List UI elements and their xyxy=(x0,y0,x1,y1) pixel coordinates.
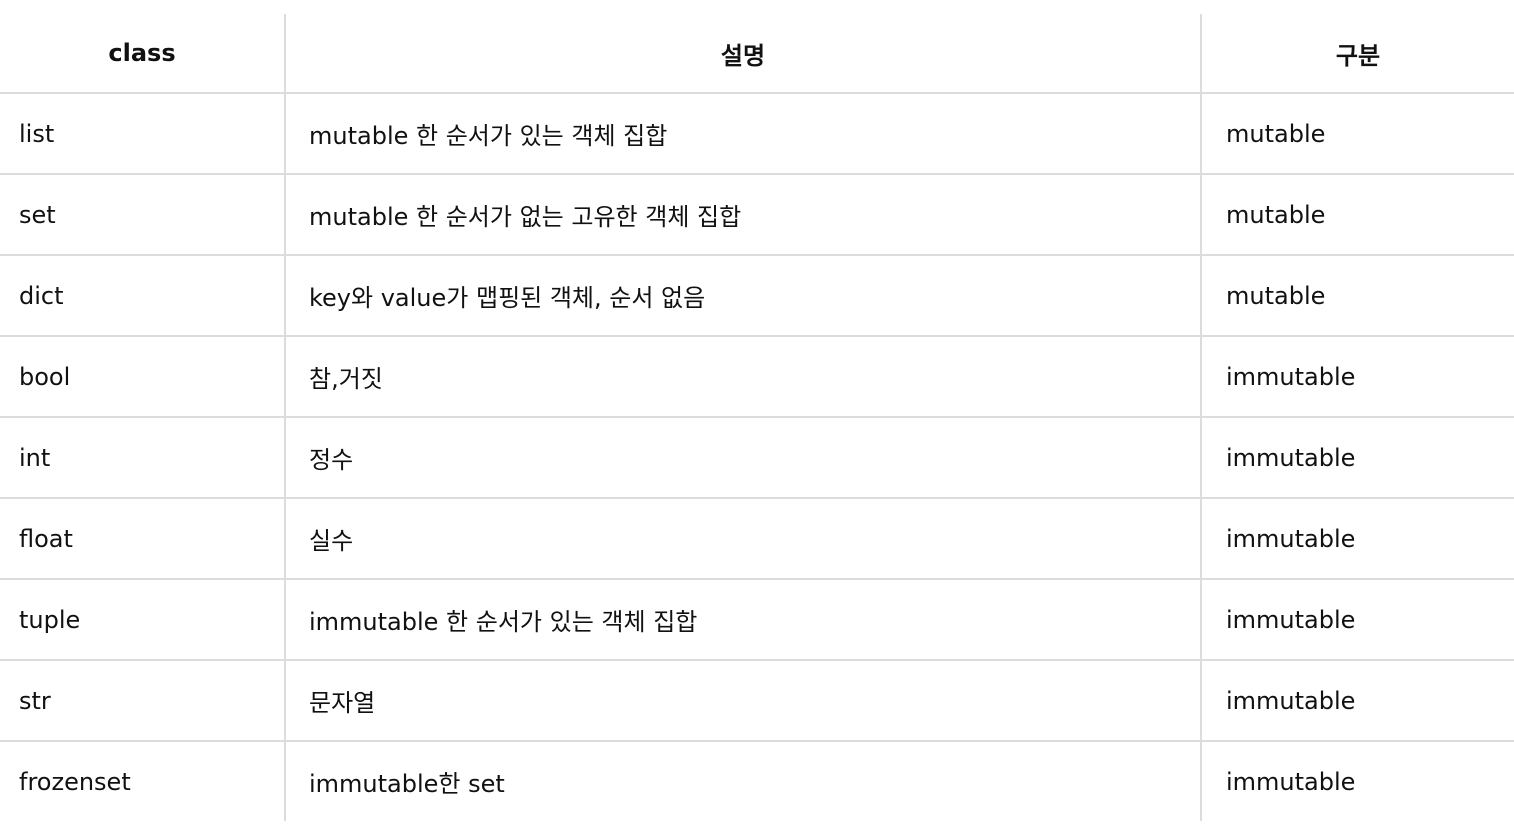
cell-description: 실수 xyxy=(285,498,1202,580)
header-category: 구분 xyxy=(1201,14,1514,94)
cell-class: list xyxy=(0,93,286,175)
cell-class: set xyxy=(0,174,286,256)
cell-class: float xyxy=(0,498,286,580)
cell-category: immutable xyxy=(1201,417,1514,499)
cell-category: mutable xyxy=(1201,174,1514,256)
cell-description: 정수 xyxy=(285,417,1202,499)
cell-category: immutable xyxy=(1201,579,1514,661)
cell-description: 참,거짓 xyxy=(285,336,1202,418)
table-header: class 설명 구분 xyxy=(0,14,1514,94)
cell-class: int xyxy=(0,417,286,499)
cell-description: immutable 한 순서가 있는 객체 집합 xyxy=(285,579,1202,661)
cell-description: key와 value가 맵핑된 객체, 순서 없음 xyxy=(285,255,1202,337)
cell-description: immutable한 set xyxy=(285,741,1202,821)
header-description: 설명 xyxy=(285,14,1202,94)
table-row: int 정수 immutable xyxy=(0,417,1514,499)
cell-class: dict xyxy=(0,255,286,337)
cell-description: 문자열 xyxy=(285,660,1202,742)
cell-category: mutable xyxy=(1201,93,1514,175)
table-row: frozenset immutable한 set immutable xyxy=(0,741,1514,821)
cell-class: frozenset xyxy=(0,741,286,821)
header-class: class xyxy=(0,14,286,94)
table-row: float 실수 immutable xyxy=(0,498,1514,580)
cell-class: bool xyxy=(0,336,286,418)
table-row: set mutable 한 순서가 없는 고유한 객체 집합 mutable xyxy=(0,174,1514,256)
cell-category: immutable xyxy=(1226,767,1356,796)
cell-description: mutable 한 순서가 있는 객체 집합 xyxy=(285,93,1202,175)
table-row: bool 참,거짓 immutable xyxy=(0,336,1514,418)
cell-class: tuple xyxy=(0,579,286,661)
cell-description: mutable 한 순서가 없는 고유한 객체 집합 xyxy=(285,174,1202,256)
cell-category: immutable xyxy=(1201,498,1514,580)
cell-category: immutable xyxy=(1201,660,1514,742)
table-row: dict key와 value가 맵핑된 객체, 순서 없음 mutable xyxy=(0,255,1514,337)
cell-class: str xyxy=(0,660,286,742)
table-row: str 문자열 immutable xyxy=(0,660,1514,742)
cell-category: mutable xyxy=(1201,255,1514,337)
cell-category: immutable xyxy=(1201,336,1514,418)
table-body: list mutable 한 순서가 있는 객체 집합 mutable set … xyxy=(0,93,1514,821)
header-row: class 설명 구분 xyxy=(0,14,1514,94)
table-row: tuple immutable 한 순서가 있는 객체 집합 immutable xyxy=(0,579,1514,661)
python-types-table: class 설명 구분 list mutable 한 순서가 있는 객체 집합 … xyxy=(0,14,1514,821)
table-row: list mutable 한 순서가 있는 객체 집합 mutable xyxy=(0,93,1514,175)
